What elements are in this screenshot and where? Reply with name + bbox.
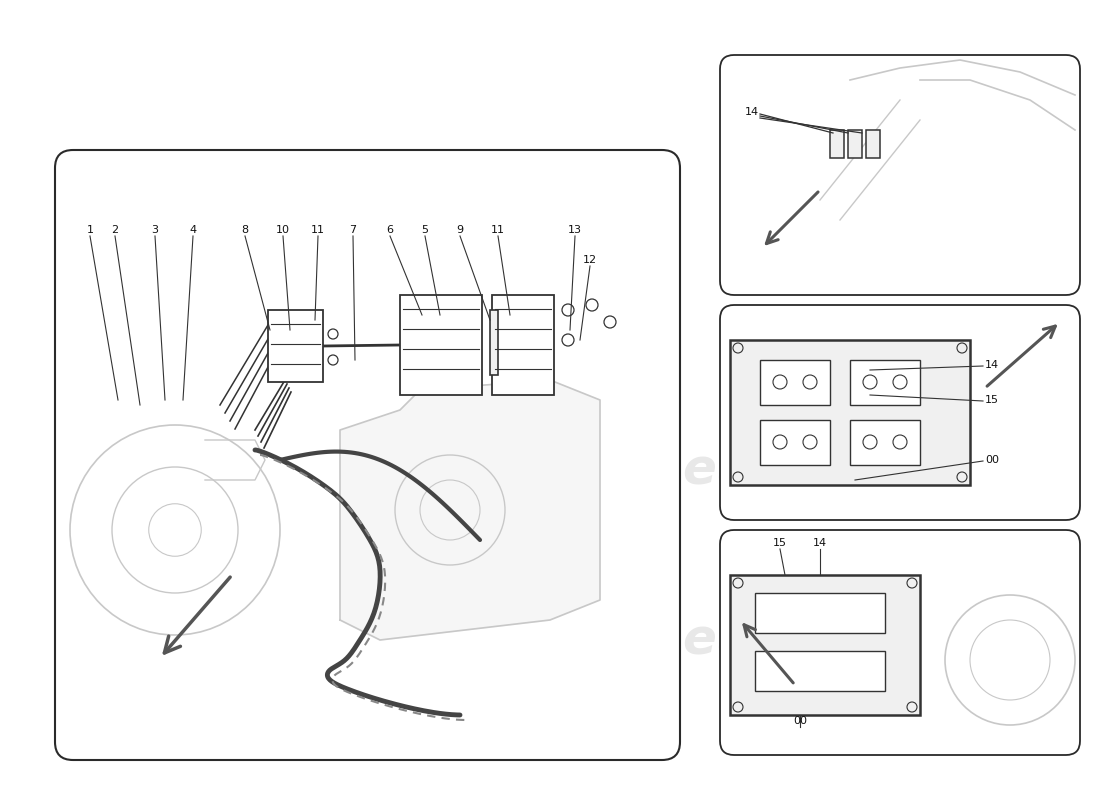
FancyBboxPatch shape [720,530,1080,755]
Text: 11: 11 [491,225,505,235]
Bar [268,310,323,382]
Bar [730,340,970,485]
Bar [848,130,862,158]
Text: 10: 10 [276,225,290,235]
Bar [830,130,844,158]
Text: 7: 7 [350,225,356,235]
Text: 00: 00 [984,455,999,465]
Text: 14: 14 [745,107,759,117]
Text: 14: 14 [984,360,999,370]
Bar [755,593,886,633]
Text: eurospares: eurospares [132,446,448,494]
Text: 13: 13 [568,225,582,235]
Text: eurospares: eurospares [132,616,448,664]
Text: 3: 3 [152,225,158,235]
Bar [760,420,830,465]
Text: 11: 11 [311,225,324,235]
Text: 8: 8 [241,225,249,235]
Text: 00: 00 [793,716,807,726]
Bar [760,360,830,405]
FancyBboxPatch shape [720,305,1080,520]
Text: 15: 15 [773,538,786,548]
FancyBboxPatch shape [720,55,1080,295]
Text: 2: 2 [111,225,119,235]
Text: 12: 12 [583,255,597,265]
Text: 1: 1 [87,225,94,235]
Text: 4: 4 [189,225,197,235]
Text: eurospares: eurospares [682,446,998,494]
Bar [730,575,920,715]
Text: 15: 15 [984,395,999,405]
Polygon shape [340,380,600,640]
Bar [866,130,880,158]
Bar [755,651,886,691]
Text: 9: 9 [456,225,463,235]
Text: eurospares: eurospares [682,616,998,664]
Bar [850,360,920,405]
FancyBboxPatch shape [55,150,680,760]
Bar [850,420,920,465]
Text: 5: 5 [421,225,429,235]
Bar [492,295,554,395]
Text: 14: 14 [813,538,827,548]
Bar [490,310,498,375]
Text: 6: 6 [386,225,394,235]
Bar [400,295,482,395]
